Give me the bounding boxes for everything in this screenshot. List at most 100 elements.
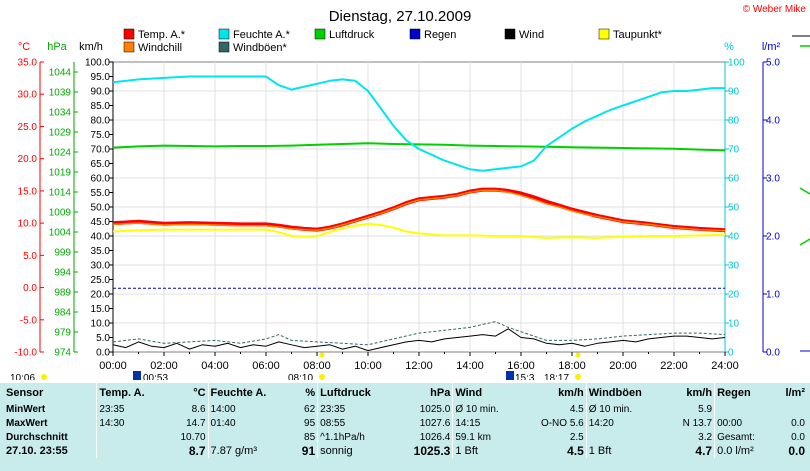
tick-label-wind: 55.0 xyxy=(91,188,111,199)
x-axis: 00:00 02:00 04:00 06:00 08:00 10:00 12:00 14:00… xyxy=(99,352,739,372)
legend-label-4: Wind xyxy=(519,29,544,41)
marker-label: 10:06 xyxy=(10,373,35,380)
legend-swatch-0 xyxy=(123,28,135,40)
tick-label-hum: 90 xyxy=(728,87,740,98)
header-hum-unit: % xyxy=(305,386,316,399)
stats-cell: 91 xyxy=(301,444,316,458)
x-tick-label: 08:00 xyxy=(303,360,331,372)
stats-cell: 4.5 xyxy=(569,403,584,415)
stats-cell xyxy=(207,430,293,444)
x-tick-label: 10:00 xyxy=(354,360,382,372)
stats-cell: ^1.1hPa/h xyxy=(317,430,396,444)
tick-label-temp: -5.0 xyxy=(20,315,38,326)
marker-label: 08:10 xyxy=(288,373,313,380)
stats-cell: 4.5 xyxy=(567,444,584,458)
x-tick-label: 00:00 xyxy=(99,360,127,372)
x-tick-label: 18:00 xyxy=(558,360,586,372)
stats-cell: 1025.0 xyxy=(419,403,451,415)
stats-cell: 0.0 xyxy=(788,444,805,458)
tick-label-rain: 2.0 xyxy=(766,232,780,243)
axes: 35.0 30.0 25.0 20.0 15.0 10.0 5.0 0.0 -5.0 -10.0 1… xyxy=(14,58,780,359)
weather-chart: Dienstag, 27.10.2009 © Weber Mike Temp. … xyxy=(10,4,810,380)
right-edge-fragment xyxy=(792,35,810,352)
tick-label-press: 1044 xyxy=(49,68,72,79)
tick-label-hum: 30 xyxy=(728,261,740,272)
stats-cell: sonnig xyxy=(317,444,396,458)
stats-cell: 5.9 xyxy=(698,403,713,415)
tick-label-hum: 10 xyxy=(728,319,740,330)
tick-label-wind: 100.0 xyxy=(85,58,110,69)
sun-icon xyxy=(41,374,47,380)
stats-row-label: 27.10. 23:55 xyxy=(6,445,68,457)
unit-wind: km/h xyxy=(79,41,103,53)
legend-label-7: Windböen* xyxy=(233,42,288,54)
header-rain: Regen xyxy=(714,383,774,402)
x-tick-label: 14:00 xyxy=(456,360,484,372)
tick-label-press: 1029 xyxy=(49,128,72,139)
stats-cell: 0.0 xyxy=(791,417,805,429)
x-tick-label: 12:00 xyxy=(405,360,433,372)
tick-label-press: 989 xyxy=(54,288,71,299)
stats-row: MinWert 23:35 8.6 14:00 62 23:35 1025.0 Ø 10 mi… xyxy=(4,402,807,416)
tick-label-wind: 70.0 xyxy=(91,145,111,156)
tick-label-rain: 1.0 xyxy=(766,290,780,301)
header-press: Luftdruck xyxy=(317,383,396,402)
stats-cell: 1 Bft xyxy=(452,444,520,458)
legend-swatch-7 xyxy=(218,41,230,53)
stats-cell: 95 xyxy=(304,417,316,429)
stats-row-label: MinWert xyxy=(6,403,46,415)
header-sensor: Sensor xyxy=(6,386,44,399)
stats-cell: 1027.6 xyxy=(419,417,451,429)
tick-label-wind: 0.0 xyxy=(96,348,110,359)
tick-label-hum: 60 xyxy=(728,174,740,185)
stats-cell: 0.0 l/m² xyxy=(714,444,774,458)
legend-swatch-2 xyxy=(314,28,326,40)
tick-label-wind: 25.0 xyxy=(91,275,111,286)
tick-label-hum: 50 xyxy=(728,203,740,214)
tick-label-rain: 3.0 xyxy=(766,174,780,185)
tick-label-wind: 15.0 xyxy=(91,304,111,315)
unit-press: hPa xyxy=(47,41,67,53)
tick-label-press: 974 xyxy=(54,348,71,359)
tick-label-temp: 15.0 xyxy=(18,186,38,197)
stats-cell: Gesamt: xyxy=(714,430,774,444)
legend-swatch-1 xyxy=(218,28,230,40)
series-line-feuchtea xyxy=(112,75,725,172)
stats-cell: 08:55 xyxy=(317,416,396,430)
stats-cell: 01:40 xyxy=(207,416,293,430)
legend-swatch-5 xyxy=(598,28,610,40)
stats-cell: 7.87 g/m³ xyxy=(207,444,293,458)
x-tick-label: 04:00 xyxy=(201,360,229,372)
tick-label-hum: 70 xyxy=(728,145,740,156)
stats-panel: Sensor Temp. A. °C Feuchte A. % Luftdruc… xyxy=(0,383,810,471)
series-line-taupunkt xyxy=(112,222,726,239)
tick-label-hum: 0 xyxy=(728,348,734,359)
stats-cell: 8.7 xyxy=(188,444,206,458)
stats-cell: 1025.3 xyxy=(413,444,451,458)
stats-table: Sensor Temp. A. °C Feuchte A. % Luftdruc… xyxy=(4,383,807,458)
tick-label-press: 1039 xyxy=(49,88,72,99)
stats-cell xyxy=(774,402,807,416)
legend-label-6: Windchill xyxy=(138,42,182,54)
stats-cell: Ø 10 min. xyxy=(452,402,520,416)
legend-swatch-6 xyxy=(123,41,135,53)
tick-label-wind: 75.0 xyxy=(91,130,111,141)
stats-cell xyxy=(714,402,774,416)
stats-cell: 14:30 xyxy=(96,416,167,430)
x-tick-label: 20:00 xyxy=(609,360,637,372)
header-wind: Wind xyxy=(452,383,520,402)
stats-cell: 23:35 xyxy=(96,402,167,416)
stats-row-label: Durchschnitt xyxy=(6,431,68,443)
stats-cell: 23:35 xyxy=(317,402,396,416)
tick-label-rain: 5.0 xyxy=(766,58,780,69)
legend-swatch-4 xyxy=(504,28,516,40)
sun-icon xyxy=(575,352,581,358)
tick-label-wind: 45.0 xyxy=(91,217,111,228)
tick-label-wind: 90.0 xyxy=(91,87,111,98)
tick-label-rain: 0.0 xyxy=(766,348,780,359)
header-wind-unit: km/h xyxy=(558,386,584,399)
legend-label-0: Temp. A.* xyxy=(138,29,186,41)
sun-icon xyxy=(319,374,325,380)
x-tick-label: 16:00 xyxy=(507,360,535,372)
stats-cell: 14:20 xyxy=(585,416,667,430)
